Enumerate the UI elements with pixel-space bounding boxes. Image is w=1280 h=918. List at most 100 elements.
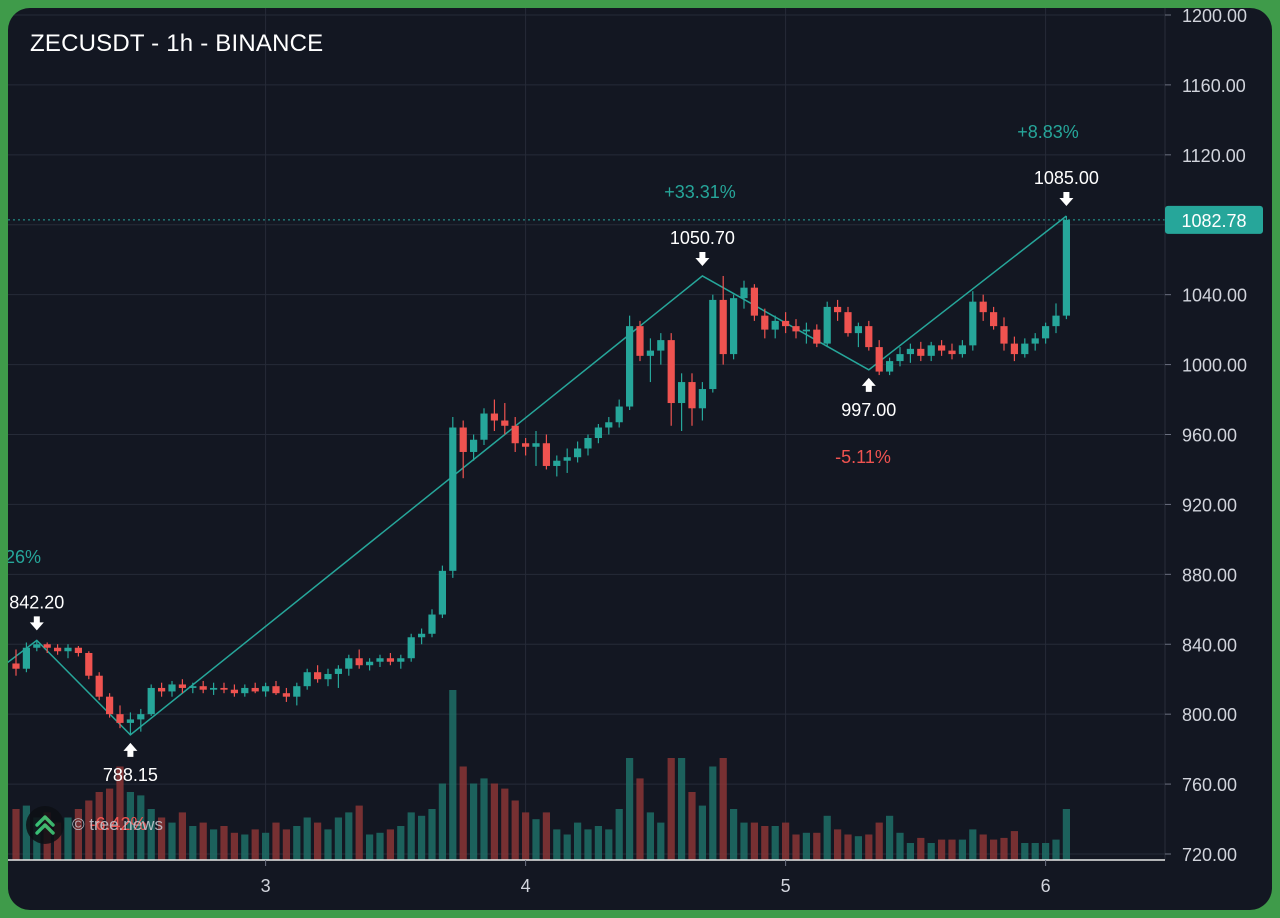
volume-bar (85, 800, 93, 860)
volume-bar (730, 809, 738, 860)
volume-bar (844, 834, 852, 860)
swing-percent-label: -5.11% (835, 447, 891, 467)
volume-bar (802, 832, 810, 860)
candle-body (334, 668, 342, 674)
volume-bar (875, 822, 883, 860)
candle-body (54, 647, 62, 652)
candle-body (366, 661, 374, 666)
volume-bar (771, 826, 779, 860)
last-price-badge (1165, 205, 1263, 234)
volume-bar (584, 829, 592, 860)
volume-bar (126, 792, 134, 860)
volume-bar (917, 837, 925, 860)
volume-bar (407, 812, 415, 860)
candle-body (428, 614, 436, 634)
candle-body (1042, 326, 1050, 339)
volume-bar (262, 832, 270, 860)
price-axis-label: 1120.00 (1182, 146, 1246, 166)
volume-bar (116, 766, 124, 860)
candle-body (12, 663, 20, 669)
candle-body (854, 326, 862, 334)
volume-bar (449, 690, 457, 860)
volume-bar (345, 812, 353, 860)
volume-bar (948, 839, 956, 860)
pivot-label: 1050.70 (670, 228, 735, 248)
candle-body (178, 684, 186, 688)
volume-bar (251, 829, 259, 860)
volume-bar (397, 826, 405, 860)
volume-bar (574, 822, 582, 860)
candle-body (886, 361, 894, 372)
volume-bar (210, 829, 218, 860)
volume-bar (813, 832, 821, 860)
volume-bar (147, 809, 155, 860)
time-axis-label: 4 (521, 876, 531, 896)
candle-body (1000, 326, 1008, 344)
candle-body (22, 647, 30, 669)
arrow-up-icon (861, 377, 876, 392)
volume-bar (12, 809, 20, 860)
candle-body (272, 686, 280, 694)
candle-body (397, 658, 405, 662)
volume-bar (418, 815, 426, 860)
volume-bar (782, 822, 790, 860)
candle-body (262, 686, 270, 692)
volume-bar (761, 826, 769, 860)
candle-body (584, 437, 592, 449)
pivot-label: 788.15 (103, 765, 158, 785)
volume-bar (667, 758, 675, 860)
candle-body (615, 406, 623, 423)
candle-body (199, 686, 207, 690)
candle-body (95, 675, 103, 697)
candle-body (730, 298, 738, 355)
volume-bar (324, 829, 332, 860)
volume-bar (355, 805, 363, 860)
candle-body (823, 306, 831, 344)
volume-bar (542, 812, 550, 860)
tree-news-chevrons-icon (26, 806, 64, 844)
candle-body (64, 647, 72, 652)
candle-body (771, 320, 779, 330)
volume-bar (688, 792, 696, 860)
volume-bar (95, 792, 103, 860)
volume-bar (854, 836, 862, 860)
candlestick-chart[interactable]: 842.20 788.15 1050.70 997.00 1085.00 3.26% -6.… (8, 8, 1272, 910)
candle-body (927, 345, 935, 356)
candle-body (418, 633, 426, 638)
price-axis-label: 800.00 (1182, 705, 1237, 725)
volume-bar (1062, 809, 1070, 860)
volume-bar (938, 839, 946, 860)
candle-body (906, 348, 914, 355)
volume-bar (480, 778, 488, 860)
candle-body (896, 354, 904, 362)
price-axis-label: 720.00 (1182, 845, 1237, 865)
chart-frame: 842.20 788.15 1050.70 997.00 1085.00 3.26% -6.… (8, 8, 1272, 910)
time-axis-label: 6 (1041, 876, 1051, 896)
watermark-text: © tree.news (72, 815, 163, 834)
candle-body (657, 340, 665, 351)
candle-body (678, 382, 686, 404)
price-axis-label: 840.00 (1182, 635, 1237, 655)
volume-bar (750, 822, 758, 860)
volume-bar (834, 829, 842, 860)
price-axis-label: 1000.00 (1182, 356, 1247, 376)
volume-bar (470, 783, 478, 860)
candle-body (230, 689, 238, 694)
candle-body (522, 443, 530, 447)
time-axis-label: 3 (261, 876, 271, 896)
volume-bar (158, 817, 166, 860)
candle-body (532, 443, 540, 447)
candle-body (969, 301, 977, 346)
volume-bar (865, 834, 873, 860)
candle-body (719, 299, 727, 355)
price-axis-label: 1200.00 (1182, 8, 1247, 26)
volume-bar (428, 809, 436, 860)
volume-bar (386, 829, 394, 860)
volume-bar (1010, 831, 1018, 860)
candle-body (626, 326, 634, 407)
candle-body (688, 382, 696, 409)
arrow-down-icon (29, 616, 44, 631)
candle-body (802, 329, 810, 332)
candle-body (574, 448, 582, 458)
volume-bar (490, 783, 498, 860)
